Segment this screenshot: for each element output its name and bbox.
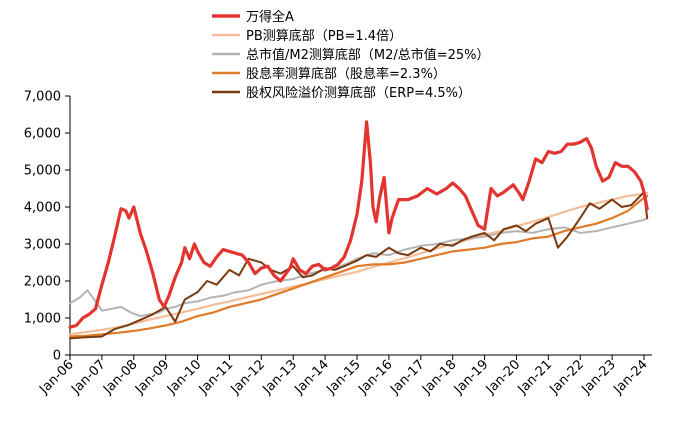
x-tick-label: Jan-15 [323,357,364,398]
x-tick-label: Jan-10 [164,357,205,398]
legend-label-0: 万得全A [246,9,294,25]
x-tick-label: Jan-12 [228,357,269,398]
y-tick-label: 1,000 [24,312,61,327]
x-tick-label: Jan-21 [515,357,556,398]
series-line-3 [68,194,649,338]
x-tick-label: Jan-09 [132,357,173,398]
x-tick-label: Jan-14 [291,357,332,398]
series-line-1 [68,191,649,336]
x-tick-label: Jan-20 [483,357,524,398]
x-tick-label: Jan-23 [578,357,619,398]
series-line-2 [69,217,649,318]
series-line-4 [69,191,649,340]
series-line-0 [68,120,649,329]
plot-area [68,120,649,340]
x-tick-label: Jan-18 [419,357,460,398]
legend: 万得全A PB测算底部（PB=1.4倍） 总市值/M2测算底部（M2/总市值=25%… [212,9,490,101]
x-axis: Jan-06Jan-07Jan-08Jan-09Jan-10Jan-11Jan-… [36,354,652,398]
y-tick-label: 6,000 [24,127,61,142]
x-tick-label: Jan-22 [547,357,588,398]
y-tick-label: 4,000 [24,201,61,216]
x-tick-label: Jan-17 [387,357,428,398]
legend-label-1: PB测算底部（PB=1.4倍） [246,28,402,44]
y-tick-label: 0 [53,349,61,364]
x-tick-label: Jan-16 [355,357,396,398]
x-tick-label: Jan-08 [100,357,141,398]
y-tick-label: 2,000 [24,275,61,290]
x-tick-label: Jan-07 [68,357,109,398]
y-tick-label: 7,000 [24,90,61,105]
y-axis: 0 1,000 2,000 3,000 4,000 5,000 6,000 7,000 [24,90,71,364]
x-tick-label: Jan-11 [196,357,237,398]
y-tick-label: 5,000 [24,164,61,179]
x-tick-label: Jan-19 [451,357,492,398]
y-tick-label: 3,000 [24,238,61,253]
legend-label-4: 股权风险溢价测算底部（ERP=4.5%） [246,85,471,101]
x-tick-label: Jan-24 [610,357,651,398]
x-tick-label: Jan-13 [260,357,301,398]
legend-label-2: 总市值/M2测算底部（M2/总市值=25%） [246,47,490,63]
legend-label-3: 股息率测算底部（股息率=2.3%） [246,66,446,82]
